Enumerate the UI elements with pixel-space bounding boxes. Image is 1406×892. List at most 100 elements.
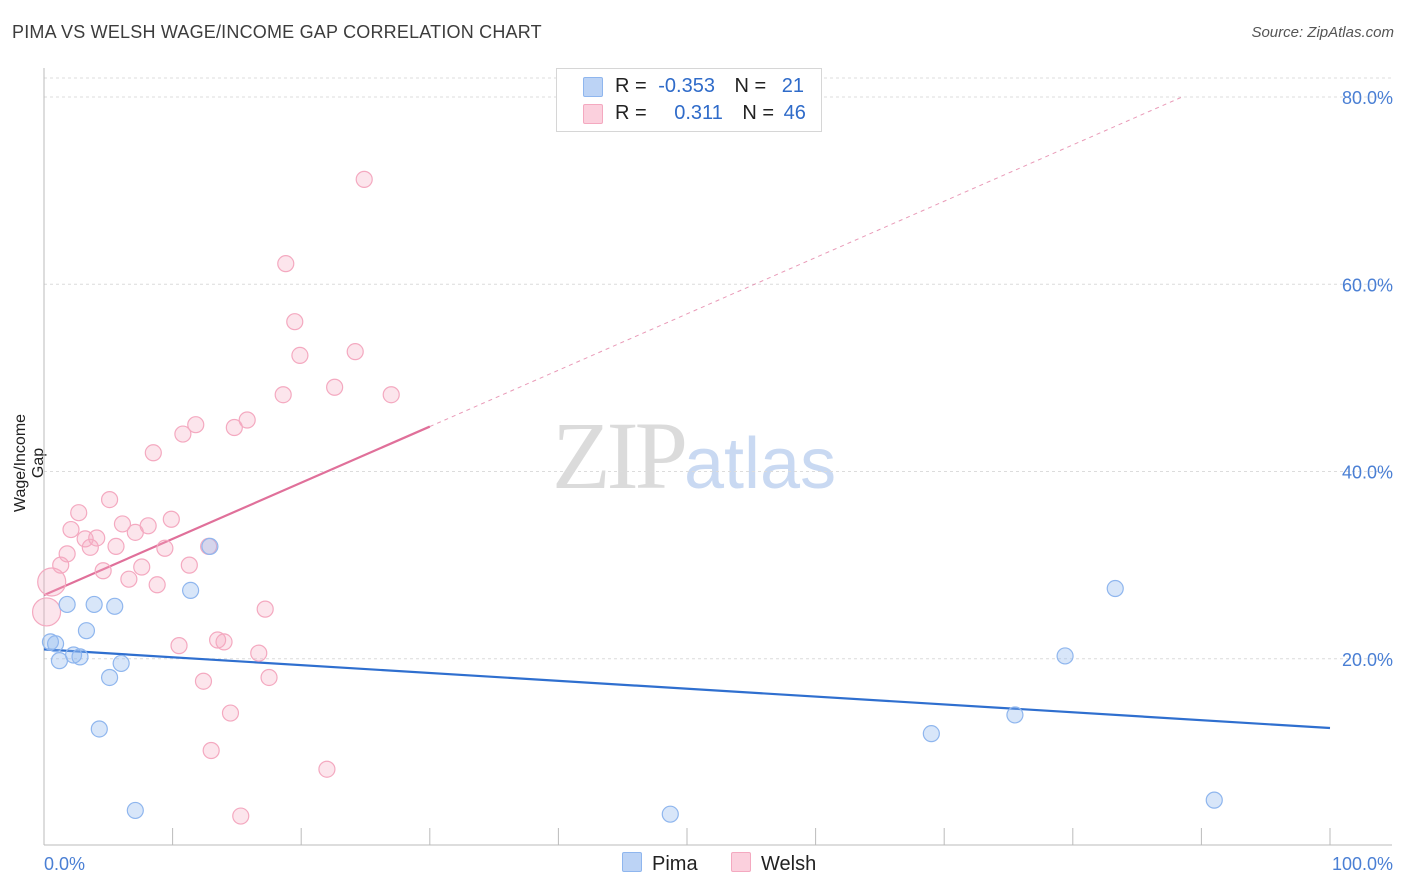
welsh-point [318, 760, 336, 778]
axes [43, 68, 1392, 846]
welsh-point [355, 170, 373, 188]
welsh-point [100, 490, 119, 509]
welsh-point [187, 416, 205, 434]
pima-point [201, 537, 219, 556]
pima-point [661, 805, 679, 823]
welsh-point [120, 570, 138, 588]
x-tick-label-min: 0.0% [44, 854, 85, 874]
welsh-point [232, 807, 250, 825]
legend-n-value: 46 [783, 102, 806, 124]
welsh-point [113, 515, 132, 533]
welsh-point [174, 425, 192, 443]
legend-r-value: 0.311 [674, 102, 723, 124]
pima-point [126, 801, 144, 820]
y-tick-label: 80.0% [1342, 88, 1393, 108]
welsh-point [225, 418, 243, 437]
bottom-legend-label-pima: Pima [652, 853, 698, 875]
welsh-point [144, 444, 162, 462]
pima-point [90, 720, 108, 738]
legend-r-label: R = [615, 75, 647, 97]
bottom-legend-swatch-pima [622, 852, 642, 872]
welsh-point [162, 510, 180, 528]
pima-point [46, 635, 65, 653]
pima-point [106, 597, 124, 615]
welsh-point [31, 597, 62, 627]
pima-point [922, 725, 940, 743]
pima-point [77, 622, 96, 640]
legend-n-value: 21 [781, 75, 805, 97]
pima-point [1056, 647, 1074, 665]
bottom-legend-welsh: Welsh [731, 852, 816, 876]
welsh-point [194, 672, 213, 690]
pima-point [71, 648, 89, 666]
welsh-point [291, 346, 309, 365]
welsh-point [170, 637, 188, 655]
trend-lines [43, 96, 1331, 730]
pima-point [1205, 791, 1223, 809]
welsh-point [326, 378, 344, 396]
watermark-atlas: atlas [684, 424, 837, 504]
trend-line-pima [43, 648, 1331, 730]
welsh-point [250, 644, 268, 662]
y-tick-label: 60.0% [1342, 275, 1393, 295]
legend-swatch-pima [583, 77, 603, 97]
welsh-point [286, 313, 304, 331]
trend-line-welsh [43, 425, 431, 597]
welsh-point [215, 633, 233, 651]
welsh-point [180, 556, 198, 574]
legend-text-pima: R = -0.353 N = 21 [615, 75, 804, 98]
pima-point [100, 668, 119, 687]
legend-n-label: N = [742, 102, 775, 124]
y-tick-label: 20.0% [1342, 650, 1393, 670]
y-tick-label: 40.0% [1342, 463, 1393, 483]
welsh-point [221, 704, 240, 722]
pima-point [182, 581, 200, 600]
watermark-zip: ZIP [552, 402, 688, 509]
pima-point [58, 595, 76, 614]
legend-swatch-welsh [583, 104, 603, 124]
legend-r-label: R = [615, 102, 647, 124]
welsh-point [88, 529, 106, 547]
pima-point [1006, 706, 1024, 724]
x-tick-label-max: 100.0% [1332, 854, 1393, 874]
welsh-point [107, 537, 125, 556]
welsh-point [238, 411, 256, 429]
welsh-point [70, 504, 88, 522]
pima-point [85, 595, 103, 614]
legend-text-welsh: R = 0.311 N = 46 [615, 102, 806, 125]
welsh-point [274, 386, 292, 404]
welsh-point [37, 567, 67, 597]
grid-lines [44, 77, 1392, 660]
welsh-point [156, 539, 174, 557]
welsh-point [346, 343, 364, 361]
welsh-point [382, 386, 400, 404]
pima-point [1106, 579, 1124, 598]
legend: R = -0.353 N = 21 R = 0.311 N = 46 [556, 68, 822, 132]
tick-labels: 20.0% 40.0% 60.0% 80.0% 0.0% 100.0% [44, 88, 1393, 874]
welsh-point [277, 255, 295, 273]
legend-n-label: N = [734, 75, 767, 97]
pima-point [112, 654, 130, 673]
welsh-point [202, 741, 220, 760]
welsh-point [148, 576, 166, 594]
legend-r-value: -0.353 [658, 75, 715, 97]
chart-title: PIMA VS WELSH WAGE/INCOME GAP CORRELATIO… [12, 22, 542, 42]
welsh-point [256, 600, 274, 618]
watermark: ZIPatlas [552, 400, 836, 511]
welsh-point [260, 668, 278, 687]
data-points [31, 170, 1223, 825]
bottom-legend-pima: Pima [622, 852, 698, 876]
welsh-point [133, 558, 151, 576]
welsh-point [139, 517, 157, 535]
bottom-legend-swatch-welsh [731, 852, 751, 872]
trend-extension-welsh [429, 96, 1183, 428]
welsh-point [94, 562, 112, 580]
welsh-point [81, 538, 99, 556]
pima-point [64, 646, 83, 664]
chart-source: Source: ZipAtlas.com [1251, 24, 1394, 41]
bottom-legend-label-welsh: Welsh [761, 853, 817, 875]
welsh-point [209, 631, 227, 649]
welsh-point [58, 545, 76, 563]
welsh-point [62, 520, 80, 539]
